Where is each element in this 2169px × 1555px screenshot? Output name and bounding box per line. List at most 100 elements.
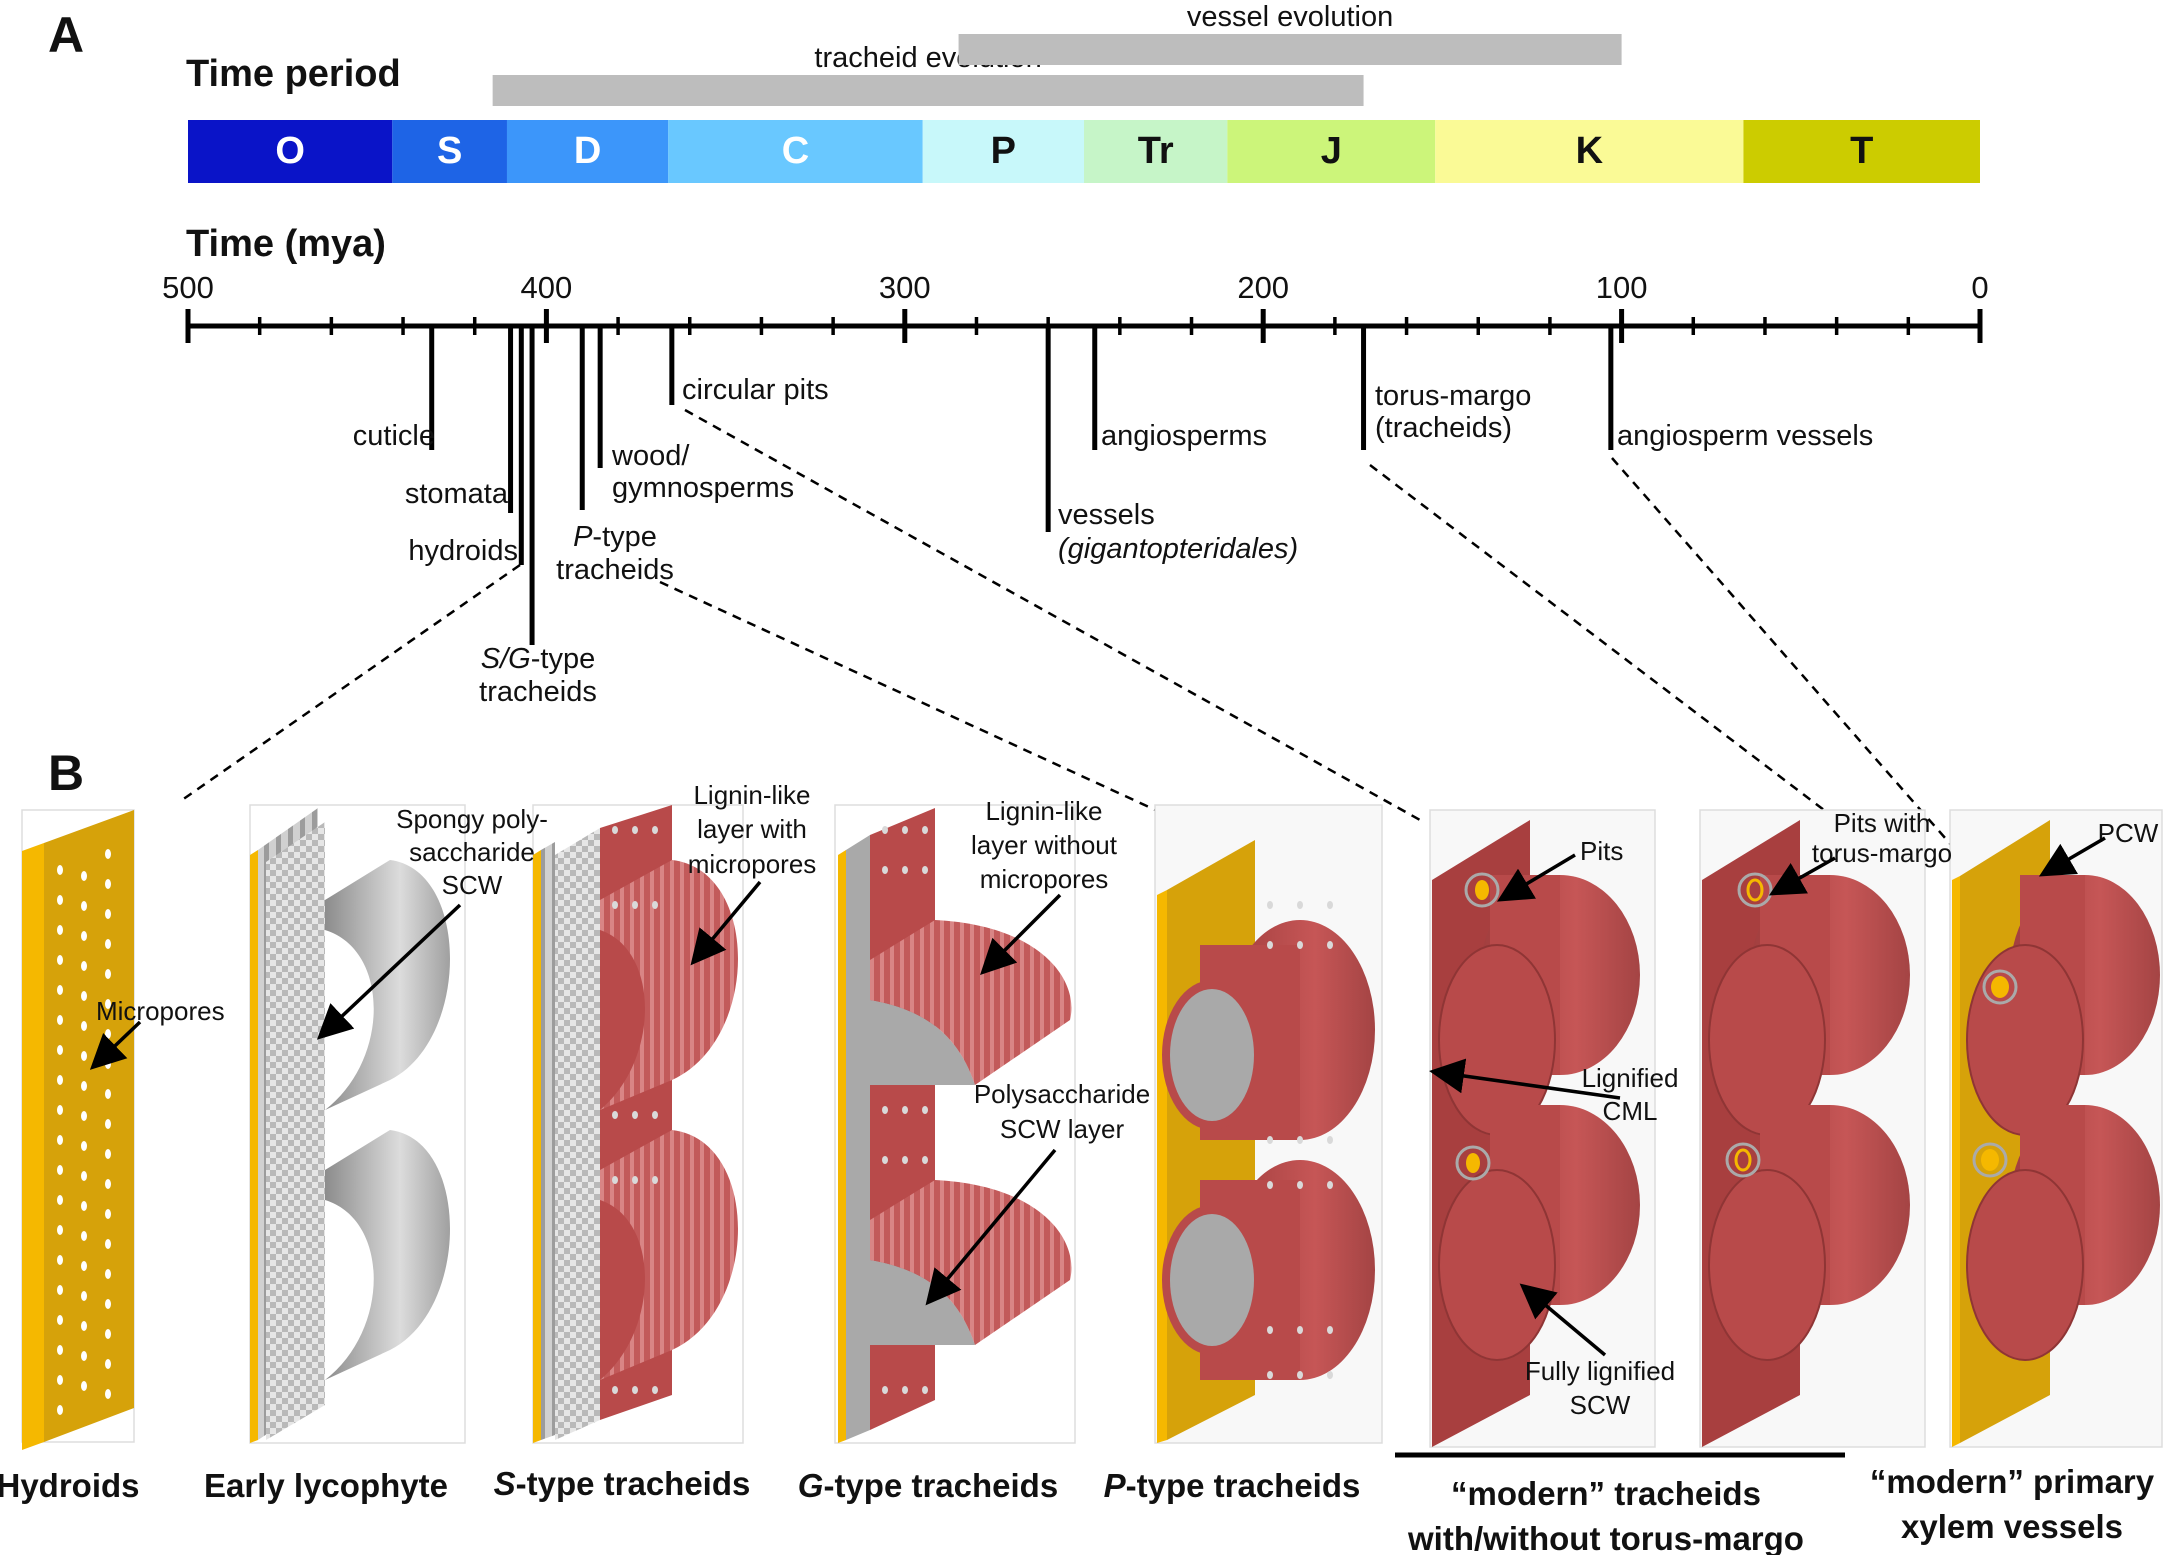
pore-dot <box>1267 1136 1273 1144</box>
micropore <box>81 991 87 1001</box>
pore-dot <box>652 1176 658 1184</box>
pore-dot <box>1327 1326 1333 1334</box>
hydroids-wall-edge <box>22 843 44 1450</box>
lycophyte-wall-edge <box>250 850 258 1443</box>
pore-dot <box>632 826 638 834</box>
micropore <box>105 1119 111 1129</box>
micropore <box>81 1291 87 1301</box>
period-label-Tr: Tr <box>1138 130 1174 172</box>
s-type-lobe-2 <box>600 1130 738 1380</box>
micropore <box>57 1105 63 1115</box>
period-label-P: P <box>991 130 1016 172</box>
pore-dot <box>612 901 618 909</box>
label-fully-lignified-1: Fully lignified <box>1525 1356 1675 1386</box>
caption-s-type-italic: S <box>494 1465 516 1502</box>
tick-label-500: 500 <box>162 270 214 305</box>
p-type-pores <box>1267 901 1333 1379</box>
event-label-0-0: cuticle <box>353 420 435 452</box>
s-type-lobe-1 <box>600 860 738 1110</box>
panel-a-letter: A <box>48 7 84 63</box>
event-label-7-0: vessels <box>1058 499 1155 531</box>
caption-s-type: S-type tracheids <box>494 1465 751 1502</box>
label-spongy-2: saccharide <box>409 837 535 867</box>
pore-dot <box>1267 1371 1273 1379</box>
lycophyte-checker-block <box>266 822 325 1440</box>
micropore <box>105 909 111 919</box>
s-type-pores <box>612 826 658 1394</box>
vessel-cyl-end-2 <box>1966 1169 2084 1361</box>
micropore <box>105 879 111 889</box>
micropore <box>105 1239 111 1249</box>
pore-dot <box>1327 1371 1333 1379</box>
vessel-pit-1 <box>1982 969 2018 1005</box>
micropore <box>105 1299 111 1309</box>
micropore <box>81 1231 87 1241</box>
label-polysaccharide-1: Polysaccharide <box>974 1079 1150 1109</box>
pore-dot <box>632 1111 638 1119</box>
caption-p-type-italic: P <box>1104 1467 1127 1504</box>
p-type-diagram <box>1154 804 1383 1444</box>
micropore <box>105 849 111 859</box>
pore-dot <box>1297 1326 1303 1334</box>
pore-dot <box>922 866 928 874</box>
period-label-J: J <box>1321 130 1342 172</box>
event-rest-part: -type <box>592 521 656 553</box>
connector-torus-margo <box>1369 464 1871 846</box>
modern-tracheids-diagram <box>1429 809 1656 1448</box>
torus-cyl-end-2 <box>1708 1169 1826 1361</box>
label-spongy-1: Spongy poly- <box>396 804 548 834</box>
caption-modern-tracheids-1: “modern” tracheids <box>1451 1475 1761 1512</box>
pore-dot <box>1267 901 1273 909</box>
tick-label-200: 200 <box>1237 270 1289 305</box>
micropores <box>57 849 111 1415</box>
caption-s-type-rest: -type tracheids <box>516 1465 751 1502</box>
arrow-pits-torus <box>1768 856 1836 896</box>
g-type-pores <box>882 826 928 1394</box>
arrow-polysaccharide <box>925 1148 1057 1306</box>
micropore <box>57 1225 63 1235</box>
pore-dot <box>882 1156 888 1164</box>
label-micropores: Micropores <box>96 996 225 1026</box>
pore-dot <box>1297 1136 1303 1144</box>
micropore <box>105 1089 111 1099</box>
event-label-4-1: tracheids <box>556 554 674 586</box>
pore-dot <box>902 866 908 874</box>
micropore <box>81 1141 87 1151</box>
label-lignin-with-1: Lignin-like <box>693 780 810 810</box>
connector-angiosperm-vessels <box>1611 457 1961 856</box>
p-type-wall-edge <box>1157 890 1167 1443</box>
period-label-K: K <box>1576 130 1604 172</box>
label-lignified-cml-1: Lignified <box>1582 1063 1679 1093</box>
caption-hydroids: Hydroids <box>0 1467 140 1504</box>
pore-dot <box>632 901 638 909</box>
panel-b: B <box>0 745 2163 1555</box>
micropore <box>81 1111 87 1121</box>
g-type-half-cyl-2 <box>870 1260 975 1345</box>
pore-dot <box>882 1106 888 1114</box>
pore-dot <box>922 826 928 834</box>
arrow-pcw <box>2038 836 2106 877</box>
pore-dot <box>652 1386 658 1394</box>
tick-label-300: 300 <box>879 270 931 305</box>
micropore <box>57 955 63 965</box>
early-lycophyte-diagram <box>249 804 466 1444</box>
s-type-checker <box>555 828 600 1440</box>
pore-dot <box>612 1176 618 1184</box>
connector-circular-pits <box>684 408 1421 822</box>
label-lignin-without-1: Lignin-like <box>985 796 1102 826</box>
pore-dot <box>922 1106 928 1114</box>
micropore <box>57 985 63 995</box>
event-italic-part: P <box>573 521 593 553</box>
micropore <box>57 1135 63 1145</box>
caption-g-type-rest: -type tracheids <box>823 1467 1058 1504</box>
micropore <box>105 1059 111 1069</box>
pore-dot <box>632 1176 638 1184</box>
period-C <box>668 120 923 183</box>
panel-a: A Time period Time (mya) tracheid evolut… <box>48 1 1989 708</box>
label-lignin-without-3: micropores <box>980 864 1109 894</box>
g-type-lobe-2 <box>870 1180 1072 1345</box>
arrow-lignified-cml <box>1429 1058 1621 1100</box>
pore-dot <box>632 1386 638 1394</box>
vessels-wall-edge <box>1952 876 1960 1447</box>
